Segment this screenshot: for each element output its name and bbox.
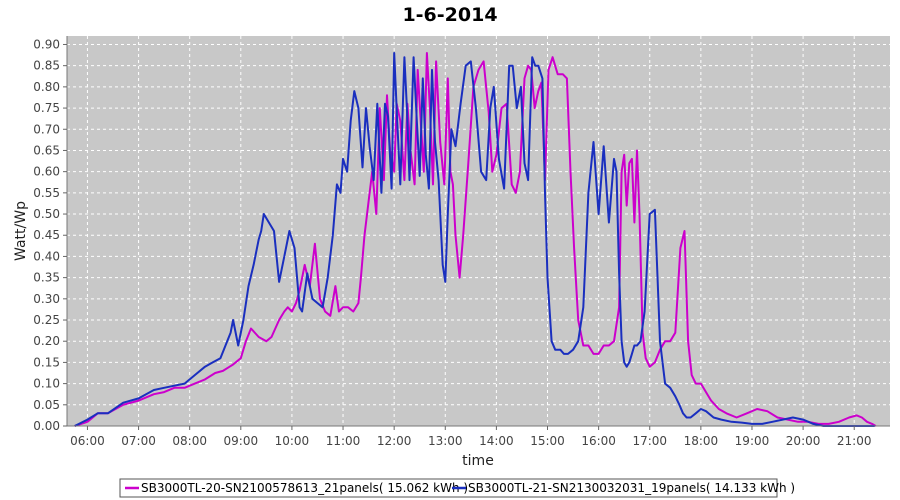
y-tick-label: 0.05 [33,398,60,412]
y-tick-label: 0.50 [33,207,60,221]
y-tick-label: 0.70 [33,122,60,136]
y-tick-label: 0.15 [33,355,60,369]
y-tick-label: 0.65 [33,143,60,157]
y-tick-label: 0.80 [33,80,60,94]
x-tick-label: 09:00 [224,434,259,448]
x-ticks: 06:00 07:00 08:00 09:00 10:00 11:00 12:00 13:00… [70,426,872,448]
chart-title: 1-6-2014 [402,4,497,26]
legend-label-series-2: SB3000TL-21-SN2130032031_19panels( 14.13… [468,481,795,495]
y-tick-label: 0.90 [33,37,60,51]
legend-box [119,478,778,498]
y-tick-label: 0.10 [33,377,60,391]
x-tick-label: 10:00 [275,434,310,448]
x-tick-label: 17:00 [632,434,667,448]
legend: SB3000TL-20-SN2100578613_21panels( 15.06… [119,478,795,498]
y-tick-label: 0.00 [33,419,60,433]
y-tick-label: 0.45 [33,228,60,242]
y-tick-label: 0.20 [33,334,60,348]
x-tick-label: 14:00 [479,434,514,448]
series-line-2 [74,52,875,427]
x-tick-label: 19:00 [735,434,770,448]
x-tick-label: 18:00 [684,434,719,448]
legend-label-series-1: SB3000TL-20-SN2100578613_21panels( 15.06… [141,481,468,495]
x-tick-label: 07:00 [121,434,156,448]
x-axis-label: time [462,453,494,469]
y-tick-label: 0.25 [33,313,60,327]
x-tick-label: 11:00 [326,434,361,448]
x-tick-label: 06:00 [70,434,105,448]
series-layer [74,52,877,427]
y-tick-label: 0.30 [33,292,60,306]
x-tick-label: 16:00 [581,434,616,448]
y-tick-label: 0.55 [33,186,60,200]
x-tick-label: 08:00 [172,434,207,448]
x-tick-label: 20:00 [786,434,821,448]
plot-area [67,36,890,426]
series-line-1 [74,52,877,427]
x-tick-label: 21:00 [837,434,872,448]
x-tick-label: 15:00 [530,434,565,448]
y-tick-label: 0.60 [33,165,60,179]
y-axis-label: Watt/Wp [13,201,29,261]
axes [66,36,890,427]
x-tick-label: 12:00 [377,434,412,448]
x-tick-label: 13:00 [428,434,463,448]
y-tick-label: 0.35 [33,271,60,285]
y-tick-label: 0.40 [33,249,60,263]
y-ticks: 0.00 0.05 0.10 0.15 0.20 0.25 0.30 0.35 0.40 0.45… [33,37,67,433]
y-tick-label: 0.75 [33,101,60,115]
y-tick-label: 0.85 [33,59,60,73]
